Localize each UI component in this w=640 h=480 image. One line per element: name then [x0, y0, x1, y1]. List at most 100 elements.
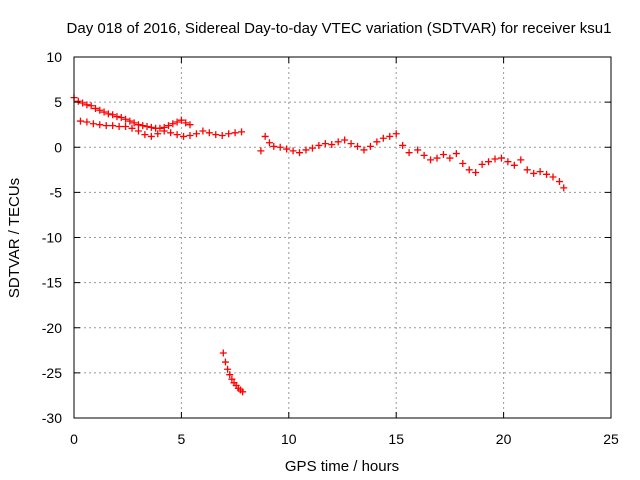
y-tick-labels: 10 5 0 -5 -10 -15 -20 -25 -30 [42, 49, 62, 426]
data-point [169, 120, 177, 128]
data-point [100, 108, 108, 116]
data-point [549, 173, 557, 181]
data-point [117, 113, 125, 121]
data-point [154, 130, 162, 138]
data-point [354, 142, 362, 150]
y-tick-label: -15 [42, 275, 62, 291]
data-point [128, 124, 136, 132]
data-point [160, 127, 168, 135]
data-point [405, 149, 413, 157]
data-points [70, 94, 568, 396]
data-point [517, 156, 525, 164]
y-tick-label: 5 [54, 94, 62, 110]
data-point [465, 166, 473, 174]
data-point [373, 138, 381, 146]
data-point [147, 132, 155, 140]
data-point [109, 122, 117, 130]
data-point [180, 132, 188, 140]
data-point [485, 158, 493, 166]
data-point [386, 132, 394, 140]
data-point [433, 154, 441, 162]
data-point [427, 156, 435, 164]
data-point [139, 122, 147, 130]
data-point [199, 127, 207, 135]
data-point [360, 146, 368, 154]
data-point [147, 123, 155, 131]
data-point [414, 146, 422, 154]
data-point [308, 144, 316, 152]
data-point [257, 147, 265, 155]
data-point [130, 119, 138, 127]
y-tick-label: -10 [42, 230, 62, 246]
data-point [302, 146, 310, 154]
data-point [491, 155, 499, 163]
grid-lines [74, 57, 611, 418]
data-point [182, 119, 190, 127]
data-point [109, 111, 117, 119]
data-point [221, 358, 229, 366]
data-point [167, 129, 175, 137]
data-point [74, 97, 82, 105]
data-point [523, 166, 531, 174]
data-point [439, 150, 447, 158]
data-point [79, 99, 87, 107]
data-point [289, 147, 297, 155]
x-tick-label: 20 [496, 431, 512, 447]
data-point [186, 121, 194, 129]
data-point [205, 129, 213, 137]
data-point [173, 131, 181, 139]
data-point [224, 365, 232, 373]
x-tick-label: 10 [281, 431, 297, 447]
sdtvar-late-track [414, 146, 568, 192]
data-point [134, 121, 142, 129]
data-point [104, 110, 112, 118]
data-point [122, 115, 130, 123]
data-point [504, 158, 512, 166]
data-point [536, 168, 544, 176]
data-point [379, 134, 387, 142]
data-point [459, 159, 467, 167]
data-point [83, 118, 91, 126]
data-point [87, 102, 95, 110]
data-point [83, 101, 91, 109]
data-point [186, 132, 194, 140]
data-point [276, 143, 284, 151]
data-point [315, 141, 323, 149]
data-point [126, 117, 134, 125]
y-tick-label: 0 [54, 139, 62, 155]
data-point [560, 184, 568, 192]
data-point [192, 130, 200, 138]
data-point [228, 375, 236, 383]
data-point [165, 122, 173, 130]
data-point [113, 113, 121, 121]
data-point [115, 122, 123, 130]
data-point [283, 145, 291, 153]
x-tick-label: 15 [388, 431, 404, 447]
data-point [226, 371, 234, 379]
data-point [231, 129, 239, 137]
chart-title: Day 018 of 2016, Sidereal Day-to-day VTE… [67, 20, 612, 37]
data-point [510, 161, 518, 169]
data-point [328, 141, 336, 149]
data-point [420, 151, 428, 159]
data-point [219, 349, 227, 357]
data-point [497, 154, 505, 162]
data-point [347, 140, 355, 148]
data-point [76, 117, 84, 125]
data-point [270, 142, 278, 150]
data-point [143, 122, 151, 130]
data-point [102, 122, 110, 130]
data-point [96, 106, 104, 114]
sdtvar-mid-track [257, 130, 413, 157]
data-point [446, 154, 454, 162]
y-tick-label: -20 [42, 320, 62, 336]
data-point [334, 138, 342, 146]
x-axis-label: GPS time / hours [285, 458, 399, 475]
sdtvar-low-outlier [219, 349, 247, 396]
data-point [341, 136, 349, 144]
data-point [141, 131, 149, 139]
data-point [239, 388, 247, 396]
data-point [296, 149, 304, 157]
data-point [321, 140, 329, 148]
data-point [555, 178, 563, 186]
